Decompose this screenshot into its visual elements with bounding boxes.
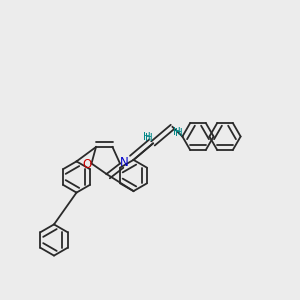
Text: N: N — [120, 155, 129, 169]
Text: H: H — [145, 133, 152, 143]
Text: O: O — [83, 158, 92, 172]
Text: H: H — [173, 127, 181, 137]
Text: H: H — [142, 132, 150, 142]
Text: H: H — [175, 128, 183, 138]
